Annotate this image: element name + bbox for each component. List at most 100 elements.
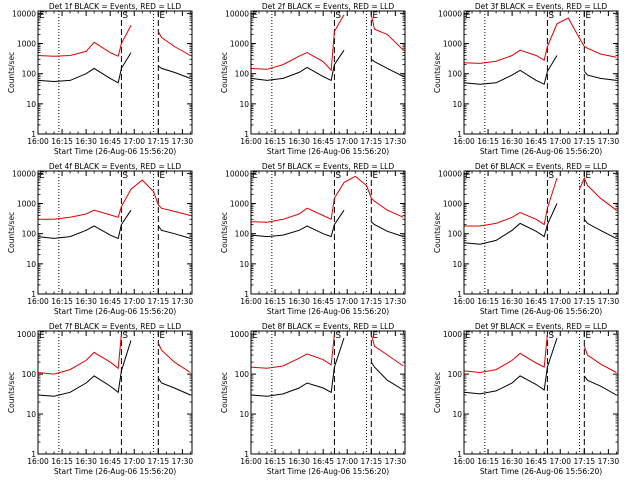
y-axis-label: Counts/sec [7, 52, 16, 93]
marker-label-E: E [465, 171, 471, 181]
plot-frame [250, 170, 406, 295]
panel-title: Det 6f BLACK = Events, RED = LLD [475, 162, 608, 171]
y-tick-label: 10 [26, 410, 36, 419]
x-tick-label: 16:30 [288, 457, 310, 466]
series-line-events [463, 203, 617, 245]
x-tick-label: 16:00 [453, 297, 475, 306]
x-tick-label: 16:30 [288, 297, 310, 306]
x-tick-label: 17:15 [574, 137, 596, 146]
x-tick-label: 17:30 [385, 457, 407, 466]
x-tick-label: 17:15 [574, 297, 596, 306]
marker-label-E: E [159, 171, 165, 181]
x-tick-label: 16:45 [312, 297, 334, 306]
x-tick-label: 16:00 [240, 137, 262, 146]
x-tick-label: 17:30 [385, 137, 407, 146]
x-tick-label: 17:15 [148, 457, 170, 466]
x-axis-label: Start Time (26-Aug-06 15:56:20) [267, 467, 389, 476]
y-tick-label: 1 [457, 450, 462, 459]
marker-label-E: E [372, 171, 378, 181]
y-tick-label: 1000 [17, 330, 36, 339]
y-tick-label: 1000 [230, 40, 249, 49]
y-tick-label: 1 [31, 290, 36, 299]
y-tick-label: 1000 [230, 330, 249, 339]
y-tick-label: 1000 [443, 330, 462, 339]
y-axis-label: Counts/sec [220, 372, 229, 413]
marker-label-E: E [585, 11, 591, 21]
x-tick-label: 16:00 [453, 137, 475, 146]
x-tick-label: 17:30 [598, 137, 620, 146]
plot-frame [250, 330, 406, 455]
x-tick-label: 16:00 [240, 297, 262, 306]
x-tick-label: 16:30 [75, 137, 97, 146]
x-tick-label: 16:15 [264, 457, 286, 466]
series-line-lld [463, 334, 617, 374]
marker-label-E: E [252, 11, 258, 21]
detector-panel-4: Det 4f BLACK = Events, RED = LLD 1 10 100 10… [7, 162, 193, 316]
marker-label-E: E [585, 331, 591, 341]
x-axis-label: Start Time (26-Aug-06 15:56:20) [480, 467, 602, 476]
marker-label-E: E [252, 331, 258, 341]
plot-frame [37, 10, 193, 135]
x-axis-label: Start Time (26-Aug-06 15:56:20) [54, 307, 176, 316]
series-line-lld [37, 334, 191, 375]
marker-label-E: E [372, 11, 378, 21]
x-tick-label: 17:15 [361, 137, 383, 146]
y-axis-label: Counts/sec [433, 52, 442, 93]
x-tick-label: 16:30 [288, 137, 310, 146]
y-tick-label: 1000 [17, 40, 36, 49]
y-tick-label: 100 [235, 370, 250, 379]
panel-title: Det 3f BLACK = Events, RED = LLD [475, 2, 608, 11]
y-axis-label: Counts/sec [7, 372, 16, 413]
x-tick-label: 16:45 [99, 137, 121, 146]
marker-label-E: E [39, 171, 45, 181]
marker-label-E: E [252, 171, 258, 181]
y-tick-label: 100 [22, 230, 37, 239]
plot-frame [463, 170, 619, 295]
x-tick-label: 17:30 [172, 457, 194, 466]
marker-label-S: S [548, 171, 554, 181]
series-line-lld [250, 14, 404, 72]
marker-label-S: S [548, 11, 554, 21]
detector-panel-2: Det 2f BLACK = Events, RED = LLD 1 10 100 10… [220, 2, 406, 156]
x-tick-label: 16:30 [501, 457, 523, 466]
series-line-lld [37, 25, 191, 57]
x-tick-label: 17:15 [361, 297, 383, 306]
x-tick-label: 16:15 [51, 137, 73, 146]
x-tick-label: 16:45 [525, 457, 547, 466]
series-line-lld [250, 175, 404, 223]
y-tick-label: 1000 [443, 40, 462, 49]
x-tick-label: 16:15 [477, 457, 499, 466]
x-tick-label: 16:15 [477, 137, 499, 146]
series-line-events [37, 209, 191, 240]
detector-panel-8: Det 8f BLACK = Events, RED = LLD 1 10 100 10… [220, 322, 406, 476]
x-tick-label: 16:30 [75, 297, 97, 306]
x-tick-label: 16:00 [27, 297, 49, 306]
x-axis-label: Start Time (26-Aug-06 15:56:20) [267, 307, 389, 316]
y-tick-label: 10000 [438, 169, 462, 178]
x-tick-label: 16:00 [453, 457, 475, 466]
detector-panel-5: Det 5f BLACK = Events, RED = LLD 1 10 100 10… [220, 162, 406, 316]
x-tick-label: 17:00 [123, 457, 145, 466]
marker-label-E: E [39, 11, 45, 21]
y-tick-label: 1 [31, 450, 36, 459]
marker-label-S: S [548, 331, 554, 341]
detector-panel-6: Det 6f BLACK = Events, RED = LLD 1 10 100 10… [433, 162, 619, 316]
x-tick-label: 17:00 [549, 137, 571, 146]
y-tick-label: 10 [239, 260, 249, 269]
plot-frame [37, 170, 193, 295]
y-axis-label: Counts/sec [433, 372, 442, 413]
x-tick-label: 17:15 [361, 457, 383, 466]
panel-title: Det 2f BLACK = Events, RED = LLD [262, 2, 395, 11]
y-tick-label: 100 [448, 70, 463, 79]
y-tick-label: 1 [457, 130, 462, 139]
x-tick-label: 16:15 [477, 297, 499, 306]
panel-title: Det 7f BLACK = Events, RED = LLD [49, 322, 182, 331]
x-axis-label: Start Time (26-Aug-06 15:56:20) [267, 147, 389, 156]
y-tick-label: 1000 [17, 200, 36, 209]
marker-label-S: S [122, 331, 128, 341]
y-tick-label: 10 [452, 410, 462, 419]
x-tick-label: 16:00 [240, 457, 262, 466]
x-tick-label: 17:00 [123, 137, 145, 146]
